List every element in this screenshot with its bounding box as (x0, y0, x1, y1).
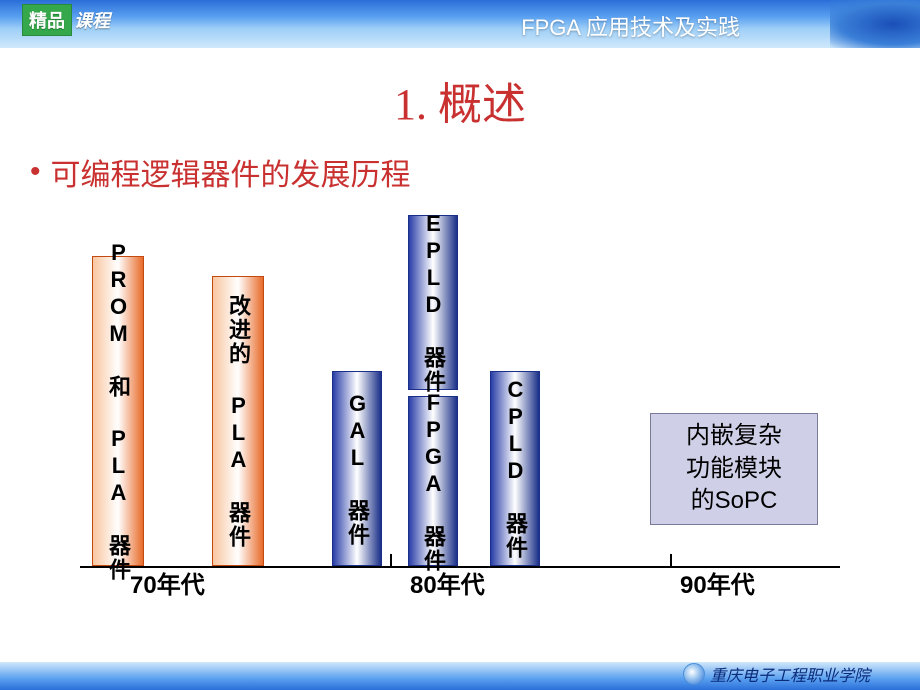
institution-logo-icon (683, 663, 705, 685)
sopc-box: 内嵌复杂 功能模块 的SoPC (650, 413, 818, 525)
era-label: 90年代 (680, 565, 755, 600)
timeline-bar: PROM 和 PLA 器件 (92, 256, 144, 566)
header-bar: 精品 课程 FPGA 应用技术及实践 (0, 0, 920, 48)
badge-suffix: 课程 (74, 7, 110, 33)
timeline-bar: EPLD 器件 (408, 215, 458, 390)
timeline-bar: 改进的 PLA 器件 (212, 276, 264, 566)
course-title: FPGA 应用技术及实践 (521, 10, 740, 42)
bullet-icon: • (30, 157, 41, 187)
axis-tick (390, 554, 392, 568)
timeline-bar: GAL 器件 (332, 371, 382, 566)
sopc-line-2: 功能模块 (686, 455, 782, 482)
timeline-bar: CPLD 器件 (490, 371, 540, 566)
slide-subtitle: 可编程逻辑器件的发展历程 (51, 150, 411, 194)
sopc-line-3: 的SoPC (691, 487, 778, 514)
timeline-bar-label: PROM 和 PLA 器件 (102, 240, 134, 582)
timeline-bar-label: CPLD 器件 (499, 377, 531, 560)
badge-prefix: 精品 (22, 4, 72, 36)
header-decoration (830, 0, 920, 48)
timeline-bar-label: FPGA 器件 (417, 390, 449, 573)
slide-title: 1. 概述 (0, 68, 920, 132)
axis-tick (670, 554, 672, 568)
timeline-bar-label: 改进的 PLA 器件 (222, 294, 254, 549)
timeline-diagram: 70年代80年代90年代 PROM 和 PLA 器件改进的 PLA 器件GAL … (60, 190, 860, 590)
era-label: 70年代 (130, 565, 205, 600)
sopc-line-1: 内嵌复杂 (686, 422, 782, 449)
course-badge: 精品 课程 (22, 4, 110, 36)
timeline-bar-label: EPLD 器件 (417, 211, 449, 394)
timeline-bar: FPGA 器件 (408, 396, 458, 566)
institution-name: 重庆电子工程职业学院 (710, 662, 870, 686)
sopc-text: 内嵌复杂 功能模块 的SoPC (686, 420, 782, 517)
timeline-bar-label: GAL 器件 (341, 391, 373, 547)
subtitle-row: • 可编程逻辑器件的发展历程 (30, 150, 920, 194)
